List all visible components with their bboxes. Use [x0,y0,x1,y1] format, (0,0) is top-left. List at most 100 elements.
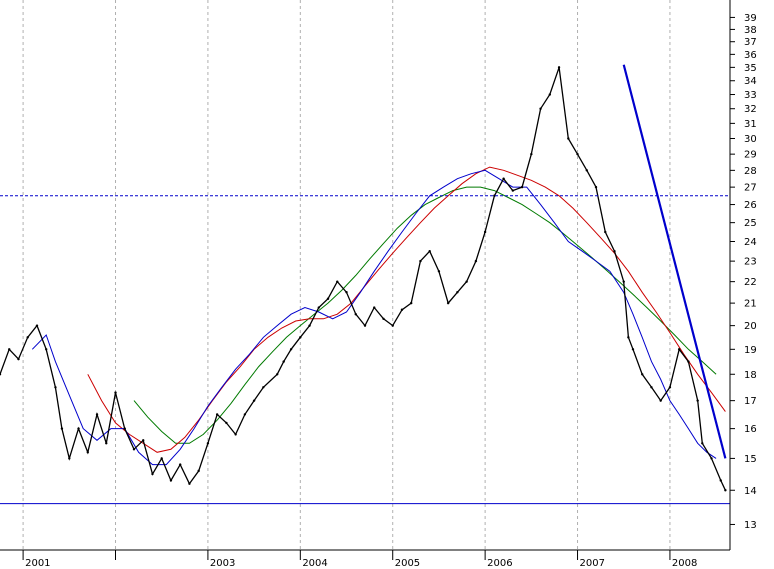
price-point [465,280,468,283]
x-tick-label: 2001 [25,558,50,569]
price-point [373,306,376,309]
price-point [26,336,29,339]
trend-line [622,64,727,459]
x-tick-label: 2006 [487,558,512,569]
price-point [724,489,727,492]
price-point [243,413,247,416]
price-point [160,457,163,460]
price-point [86,451,89,454]
price-point [68,457,71,460]
y-tick-label: 37 [744,37,757,48]
y-tick-label: 25 [744,218,757,229]
price-point [419,259,422,263]
price-point [520,185,524,189]
y-tick-label: 38 [744,25,757,36]
series-line-ma_red [87,166,726,453]
price-point [276,373,279,376]
price-point [326,297,330,300]
price-point [710,457,713,460]
price-point [132,448,136,451]
series-line-ma_green [133,186,717,444]
annotation-layer [0,64,730,505]
price-point [197,469,200,473]
x-tick-label: 2007 [580,558,605,569]
price-point [206,442,210,445]
y-axis-ticks: 13 14 15 16 17 18 19 20 21 22 23 24 25 26 27 28 29 30 31 32… [730,13,757,531]
price-point [299,336,302,339]
price-point [668,386,672,389]
y-tick-label: 23 [744,257,757,268]
y-tick-label: 35 [744,63,757,74]
y-tick-label: 21 [744,299,757,310]
price-point [178,463,182,466]
plot-background [0,0,730,550]
price-point [428,250,431,253]
price-point [576,152,579,156]
price-point [437,270,441,273]
price-point [169,479,173,482]
y-tick-label: 22 [744,277,757,288]
price-point [8,348,11,351]
price-point [142,439,145,442]
price-point [262,386,265,389]
price-point [45,348,48,351]
price-point [539,107,542,110]
price-point [446,301,450,305]
x-axis-ticks: 2001 2003 2004 2005 2006 2007 2008 [22,550,697,569]
price-point [391,324,394,327]
price-point [252,399,256,402]
y-tick-label: 15 [744,454,757,465]
price-point [622,280,625,283]
price-point [0,373,2,376]
price-point [696,399,699,402]
y-tick-label: 13 [744,520,757,531]
y-tick-label: 24 [744,237,757,248]
price-point [354,313,357,316]
price-point [557,66,561,69]
x-tick-label: 2004 [302,558,327,569]
price-point [511,189,515,192]
price-point [336,280,339,283]
price-point [345,291,348,294]
price-point [382,317,385,320]
price-point [105,442,108,445]
price-point [493,194,496,197]
x-tick-label: 2005 [395,558,420,569]
price-point [687,360,690,363]
y-tick-label: 36 [744,50,757,61]
price-point [317,306,320,309]
y-tick-label: 14 [744,486,757,497]
price-point [363,324,367,327]
price-point [530,152,533,156]
price-point [719,479,722,482]
price-point [483,230,487,234]
price-point [659,399,662,402]
price-point [17,357,20,361]
price-point [225,421,228,425]
series-line-ma_blue [31,169,717,466]
price-point [650,386,653,389]
price-point [54,386,57,389]
y-tick-label: 20 [744,321,757,332]
price-point [585,169,588,172]
y-tick-label: 19 [744,345,757,356]
y-tick-label: 28 [744,166,757,177]
series-layer [0,66,727,492]
y-tick-label: 16 [744,424,757,435]
price-point [308,324,311,327]
price-point [474,259,478,263]
price-point [289,348,293,351]
price-point [548,93,552,96]
y-tick-label: 30 [744,134,757,145]
price-point [114,391,117,394]
price-point [627,336,630,339]
series-line-price [0,67,726,491]
price-point [35,324,39,327]
price-point [77,427,80,430]
price-point [234,433,237,436]
price-point [594,185,598,189]
price-point [188,482,191,485]
y-tick-label: 27 [744,183,757,194]
price-point [567,137,570,140]
